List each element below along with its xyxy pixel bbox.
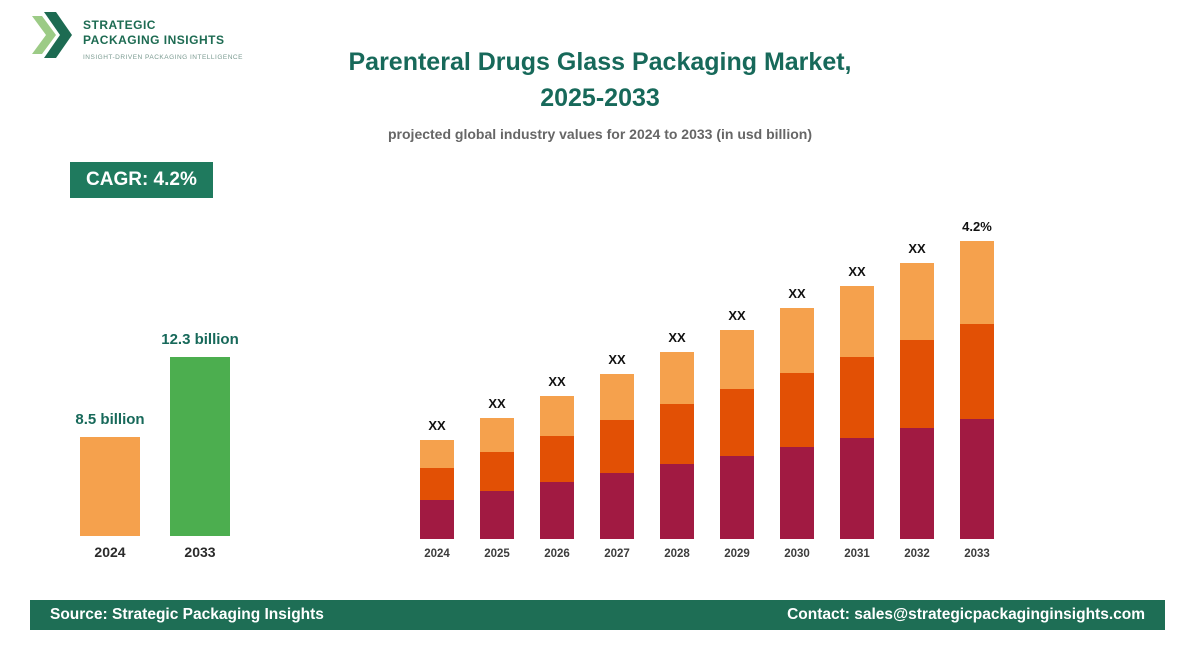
stacked-year-label: 2028 — [664, 548, 690, 560]
maroon-segment — [720, 456, 754, 539]
stacked-year-label: 2027 — [604, 548, 630, 560]
logo: STRATEGIC PACKAGING INSIGHTS INSIGHT-DRI… — [30, 12, 243, 63]
page-title-line-2: 2025-2033 — [540, 84, 660, 113]
orange-red-segment — [780, 373, 814, 447]
orange-red-segment — [720, 389, 754, 456]
stacked-top-label: XX — [488, 396, 506, 411]
stacked-top-label: 4.2% — [962, 219, 992, 234]
page-subtitle: projected global industry values for 202… — [388, 125, 812, 142]
stacked-bar-column-2032: XX 2032 — [900, 200, 934, 560]
orange-red-segment — [660, 404, 694, 464]
stacked-bar-column-2028: XX 2028 — [660, 200, 694, 560]
stacked-top-label: XX — [788, 286, 806, 301]
orange-red-segment — [540, 436, 574, 482]
light-orange-segment — [720, 330, 754, 389]
cagr-badge: CAGR: 4.2% — [70, 162, 213, 198]
logo-chevron-icon — [30, 12, 74, 63]
stacked-year-label: 2024 — [424, 548, 450, 560]
light-orange-segment — [600, 374, 634, 420]
stacked-bar-column-2024: XX 2024 — [420, 200, 454, 560]
stacked-year-label: 2030 — [784, 548, 810, 560]
summary-value-label: 12.3 billion — [161, 331, 239, 348]
stacked-top-label: XX — [428, 418, 446, 433]
orange-red-segment — [600, 420, 634, 473]
light-orange-segment — [780, 308, 814, 373]
summary-bar-2033 — [170, 357, 230, 536]
stacked-year-label: 2033 — [964, 548, 990, 560]
orange-red-segment — [900, 340, 934, 428]
stacked-bar-column-2025: XX 2025 — [480, 200, 514, 560]
orange-red-segment — [420, 468, 454, 500]
light-orange-segment — [900, 263, 934, 340]
stacked-top-label: XX — [608, 352, 626, 367]
logo-text: STRATEGIC PACKAGING INSIGHTS INSIGHT-DRI… — [83, 12, 243, 61]
stacked-year-label: 2025 — [484, 548, 510, 560]
stacked-year-label: 2026 — [544, 548, 570, 560]
stacked-top-label: XX — [548, 374, 566, 389]
stacked-bar-column-2030: XX 2030 — [780, 200, 814, 560]
orange-red-segment — [480, 452, 514, 491]
maroon-segment — [660, 464, 694, 539]
footer-contact-text: Contact: sales@strategicpackaginginsight… — [787, 606, 1145, 623]
light-orange-segment — [660, 352, 694, 404]
logo-line-1: STRATEGIC — [83, 18, 156, 32]
orange-red-segment — [960, 324, 994, 419]
stacked-top-label: XX — [848, 264, 866, 279]
stacked-top-label: XX — [668, 330, 686, 345]
page-title-line-1: Parenteral Drugs Glass Packaging Market, — [348, 48, 852, 76]
summary-bar-chart: 8.5 billion 2024 12.3 billion 2033 — [75, 300, 240, 560]
summary-value-label: 8.5 billion — [75, 411, 145, 428]
light-orange-segment — [840, 286, 874, 357]
orange-red-segment — [840, 357, 874, 438]
summary-bar-column-2033: 12.3 billion 2033 — [161, 300, 239, 560]
light-orange-segment — [480, 418, 514, 452]
stacked-bar-column-2027: XX 2027 — [600, 200, 634, 560]
maroon-segment — [540, 482, 574, 539]
stacked-top-label: XX — [908, 241, 926, 256]
maroon-segment — [420, 500, 454, 539]
stacked-year-label: 2032 — [904, 548, 930, 560]
logo-tagline: INSIGHT-DRIVEN PACKAGING INTELLIGENCE — [83, 54, 243, 61]
footer-source-text: Source: Strategic Packaging Insights — [50, 606, 324, 623]
stacked-year-label: 2031 — [844, 548, 870, 560]
stacked-bar-column-2029: XX 2029 — [720, 200, 754, 560]
light-orange-segment — [960, 241, 994, 324]
maroon-segment — [840, 438, 874, 539]
summary-bar-2024 — [80, 437, 140, 536]
stacked-year-label: 2029 — [724, 548, 750, 560]
maroon-segment — [600, 473, 634, 539]
logo-line-2: PACKAGING INSIGHTS — [83, 33, 225, 47]
stacked-top-label: XX — [728, 308, 746, 323]
summary-year-label: 2033 — [184, 544, 216, 560]
summary-bar-column-2024: 8.5 billion 2024 — [75, 300, 144, 560]
maroon-segment — [960, 419, 994, 539]
stacked-bar-column-2026: XX 2026 — [540, 200, 574, 560]
stacked-bar-column-2033: 4.2% 2033 — [960, 200, 994, 560]
light-orange-segment — [540, 396, 574, 436]
light-orange-segment — [420, 440, 454, 468]
maroon-segment — [900, 428, 934, 539]
maroon-segment — [780, 447, 814, 539]
projection-stacked-bar-chart: XX 2024 XX 2025 XX 2026 XX 2027 XX 2028 XX 2029 XX 20… — [420, 200, 994, 560]
maroon-segment — [480, 491, 514, 539]
footer-bar: Source: Strategic Packaging Insights Con… — [30, 600, 1165, 630]
stacked-bar-column-2031: XX 2031 — [840, 200, 874, 560]
summary-year-label: 2024 — [94, 544, 126, 560]
